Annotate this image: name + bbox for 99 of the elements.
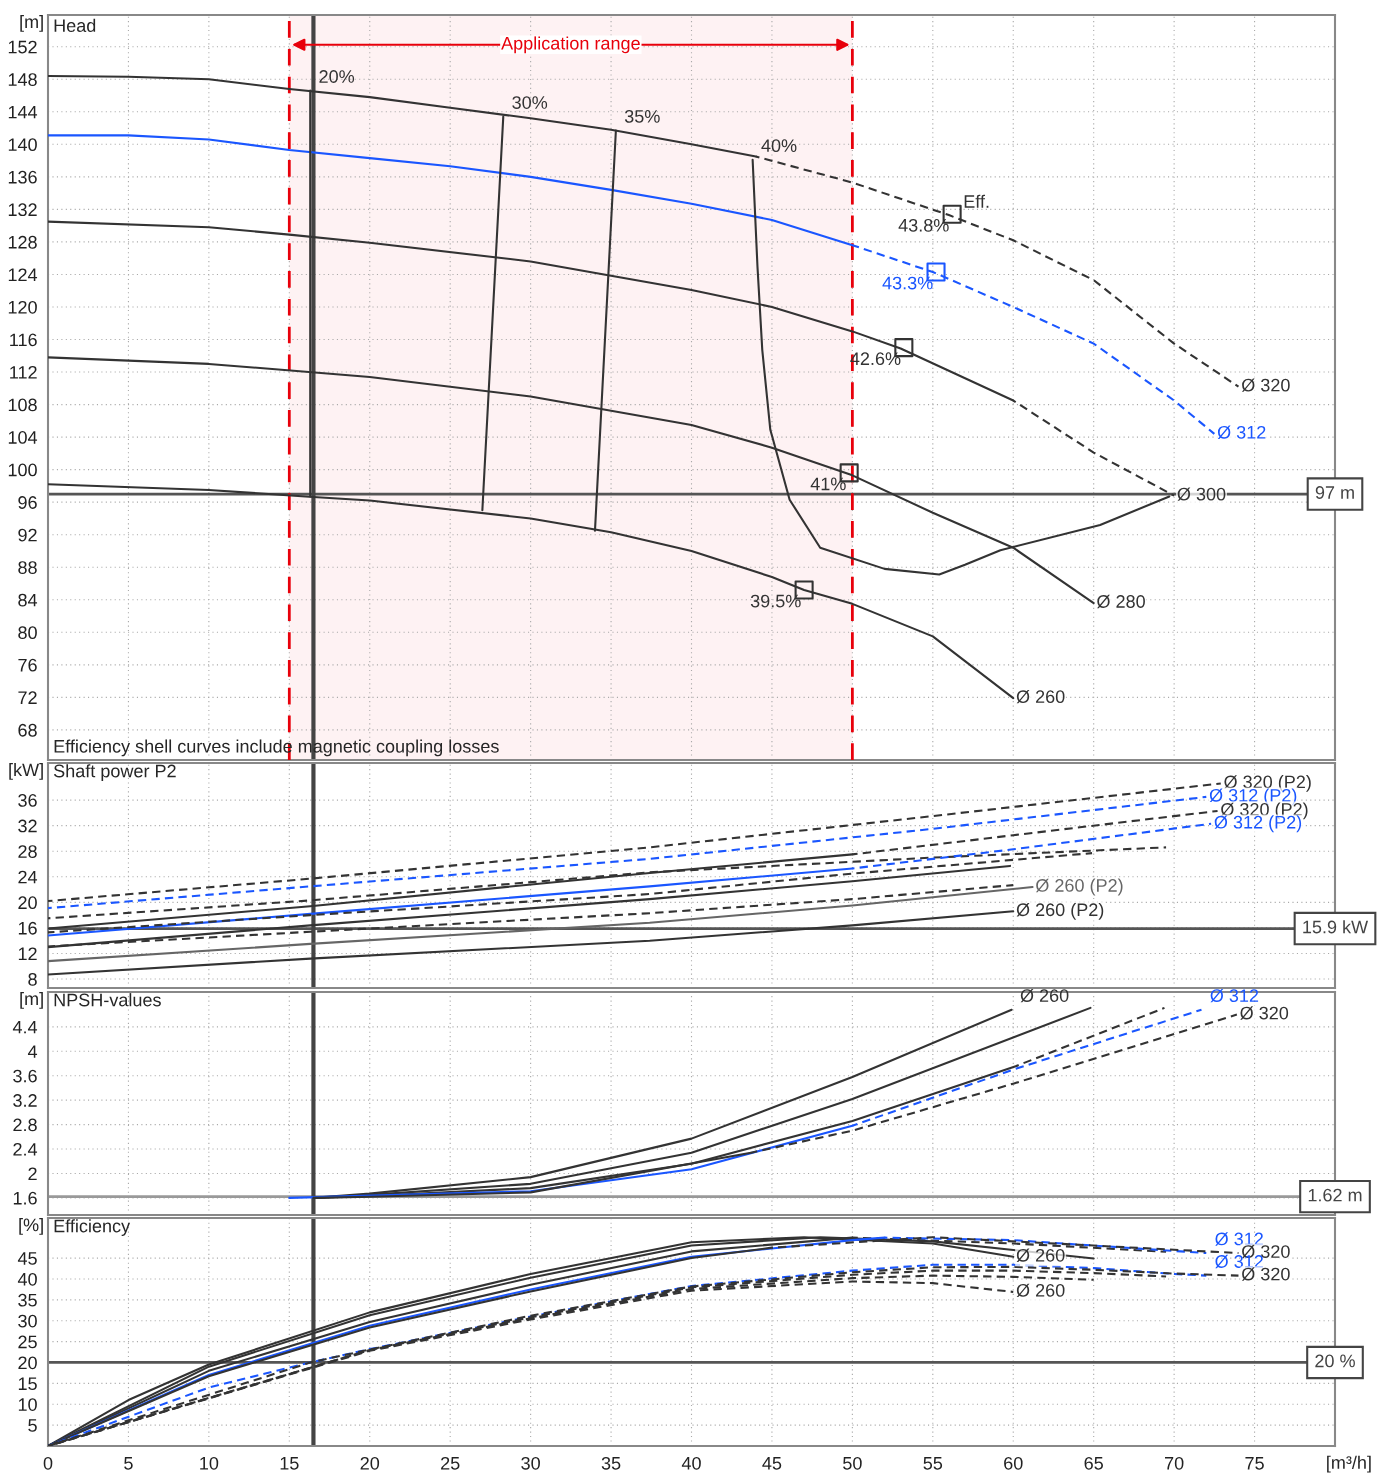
y-tick-label: 84 bbox=[18, 593, 38, 607]
y-tick-label: 5 bbox=[28, 1419, 37, 1432]
x-tick-label: 55 bbox=[923, 1457, 943, 1470]
y-tick-label: 104 bbox=[8, 431, 38, 444]
band-label: Application range bbox=[501, 36, 640, 54]
series-label: 35% bbox=[624, 109, 660, 123]
y-tick-label: 96 bbox=[18, 496, 37, 509]
series-label: Ø 260 (P2) bbox=[1035, 878, 1123, 896]
series-label: Ø 312 bbox=[1210, 988, 1259, 1003]
ref-line-label: 1.62 m bbox=[1308, 1188, 1362, 1202]
x-tick-label: 75 bbox=[1245, 1457, 1264, 1470]
y-tick-label: 36 bbox=[18, 794, 37, 807]
chart-title: Shaft power P2 bbox=[53, 764, 176, 781]
series-label: Ø 260 bbox=[1016, 689, 1065, 704]
annotation: 39.5% bbox=[750, 594, 801, 608]
y-tick-label: 10 bbox=[18, 1398, 37, 1411]
y-tick-label: 144 bbox=[8, 105, 38, 119]
series-label: Ø 320 bbox=[1241, 378, 1290, 392]
y-tick-label: 136 bbox=[8, 170, 37, 184]
y-axis-title: [m] bbox=[20, 992, 43, 1009]
series-label: 30% bbox=[512, 96, 548, 109]
series-label: Ø 320 bbox=[1240, 1006, 1289, 1020]
y-tick-label: 4 bbox=[27, 1045, 38, 1058]
chart-title: Efficiency bbox=[54, 1219, 131, 1236]
x-tick-label: 65 bbox=[1084, 1456, 1103, 1470]
y-tick-label: 128 bbox=[8, 235, 37, 249]
y-tick-label: 1.6 bbox=[13, 1191, 37, 1205]
y-tick-label: 32 bbox=[18, 819, 37, 833]
ref-line-label: 15.9 kW bbox=[1303, 920, 1369, 934]
y-tick-label: 92 bbox=[18, 528, 37, 542]
y-tick-label: 12 bbox=[18, 947, 37, 961]
y-tick-label: 140 bbox=[8, 138, 37, 152]
x-tick-label: 50 bbox=[843, 1456, 862, 1470]
series-label: Ø 280 bbox=[1097, 594, 1145, 609]
y-tick-label: 116 bbox=[10, 333, 37, 347]
y-axis-title: [m] bbox=[20, 15, 43, 32]
x-tick-label: 5 bbox=[124, 1457, 133, 1470]
x-tick-label: 70 bbox=[1165, 1456, 1184, 1470]
y-tick-label: 88 bbox=[18, 561, 37, 574]
x-tick-label: 35 bbox=[601, 1456, 621, 1470]
x-tick-label: 40 bbox=[681, 1456, 701, 1470]
x-tick-label: 45 bbox=[762, 1457, 782, 1470]
y-tick-label: 15 bbox=[18, 1377, 37, 1391]
y-tick-label: 25 bbox=[18, 1335, 37, 1349]
y-tick-label: 112 bbox=[10, 365, 37, 379]
x-tick-label: 0 bbox=[43, 1456, 53, 1470]
y-tick-label: 148 bbox=[8, 73, 37, 86]
y-tick-label: 28 bbox=[18, 845, 37, 858]
x-tick-label: 30 bbox=[521, 1456, 540, 1470]
series-label: Ø 320 bbox=[1241, 1267, 1290, 1281]
y-tick-label: 40 bbox=[17, 1272, 37, 1286]
y-tick-label: 20 bbox=[18, 896, 37, 910]
x-tick-label: 25 bbox=[441, 1456, 460, 1470]
ref-line-label: 97 m bbox=[1315, 486, 1354, 499]
annotation: 43.3% bbox=[882, 276, 933, 290]
y-tick-label: 2.4 bbox=[13, 1142, 38, 1156]
y-tick-label: 100 bbox=[8, 463, 37, 477]
y-axis-title: [%] bbox=[19, 1218, 43, 1235]
chart-title: NPSH-values bbox=[54, 993, 161, 1007]
y-tick-label: 120 bbox=[8, 300, 37, 314]
annotation: 41% bbox=[810, 477, 846, 491]
y-tick-label: 45 bbox=[17, 1252, 37, 1265]
series-label: 40% bbox=[761, 139, 797, 153]
y-tick-label: 72 bbox=[18, 691, 37, 704]
y-tick-label: 3.6 bbox=[13, 1069, 37, 1083]
y-tick-label: 30 bbox=[18, 1314, 37, 1328]
y-tick-label: 4.4 bbox=[12, 1020, 38, 1034]
y-tick-label: 8 bbox=[28, 972, 37, 986]
y-tick-label: 132 bbox=[8, 203, 37, 217]
ref-line-label: 20 % bbox=[1315, 1354, 1355, 1368]
y-tick-label: 24 bbox=[18, 870, 38, 884]
series-label: Ø 300 bbox=[1177, 487, 1226, 501]
y-tick-label: 108 bbox=[8, 398, 37, 412]
series-label: Ø 260 (P2) bbox=[1016, 902, 1104, 920]
series-label: Ø 260 bbox=[1016, 1283, 1065, 1298]
chart-title: Head bbox=[54, 18, 96, 32]
x-tick-label: 60 bbox=[1004, 1456, 1023, 1470]
annotation: 43.8% bbox=[898, 218, 949, 232]
y-tick-label: 3.2 bbox=[13, 1094, 37, 1107]
x-axis-title: [m³/h] bbox=[1327, 1455, 1371, 1473]
y-tick-label: 2.8 bbox=[13, 1118, 37, 1132]
series-label: Ø 260 bbox=[1016, 1248, 1065, 1262]
annotation: Eff. bbox=[964, 194, 989, 208]
series-label: Ø 312 bbox=[1217, 425, 1266, 439]
x-tick-label: 10 bbox=[200, 1456, 219, 1470]
y-axis-title: [kW] bbox=[9, 763, 43, 780]
y-tick-label: 20 bbox=[18, 1356, 37, 1370]
y-tick-label: 152 bbox=[8, 40, 37, 54]
x-tick-label: 20 bbox=[360, 1456, 380, 1470]
y-tick-label: 124 bbox=[8, 268, 38, 281]
y-tick-label: 80 bbox=[18, 626, 37, 640]
series-label: 20% bbox=[319, 70, 355, 83]
y-tick-label: 76 bbox=[18, 658, 37, 672]
series-label: Ø 312 bbox=[1215, 1232, 1263, 1246]
y-tick-label: 68 bbox=[18, 723, 37, 737]
y-tick-label: 2 bbox=[28, 1167, 37, 1180]
y-tick-label: 16 bbox=[18, 921, 37, 935]
y-tick-label: 35 bbox=[18, 1293, 37, 1307]
x-tick-label: 15 bbox=[280, 1457, 299, 1470]
